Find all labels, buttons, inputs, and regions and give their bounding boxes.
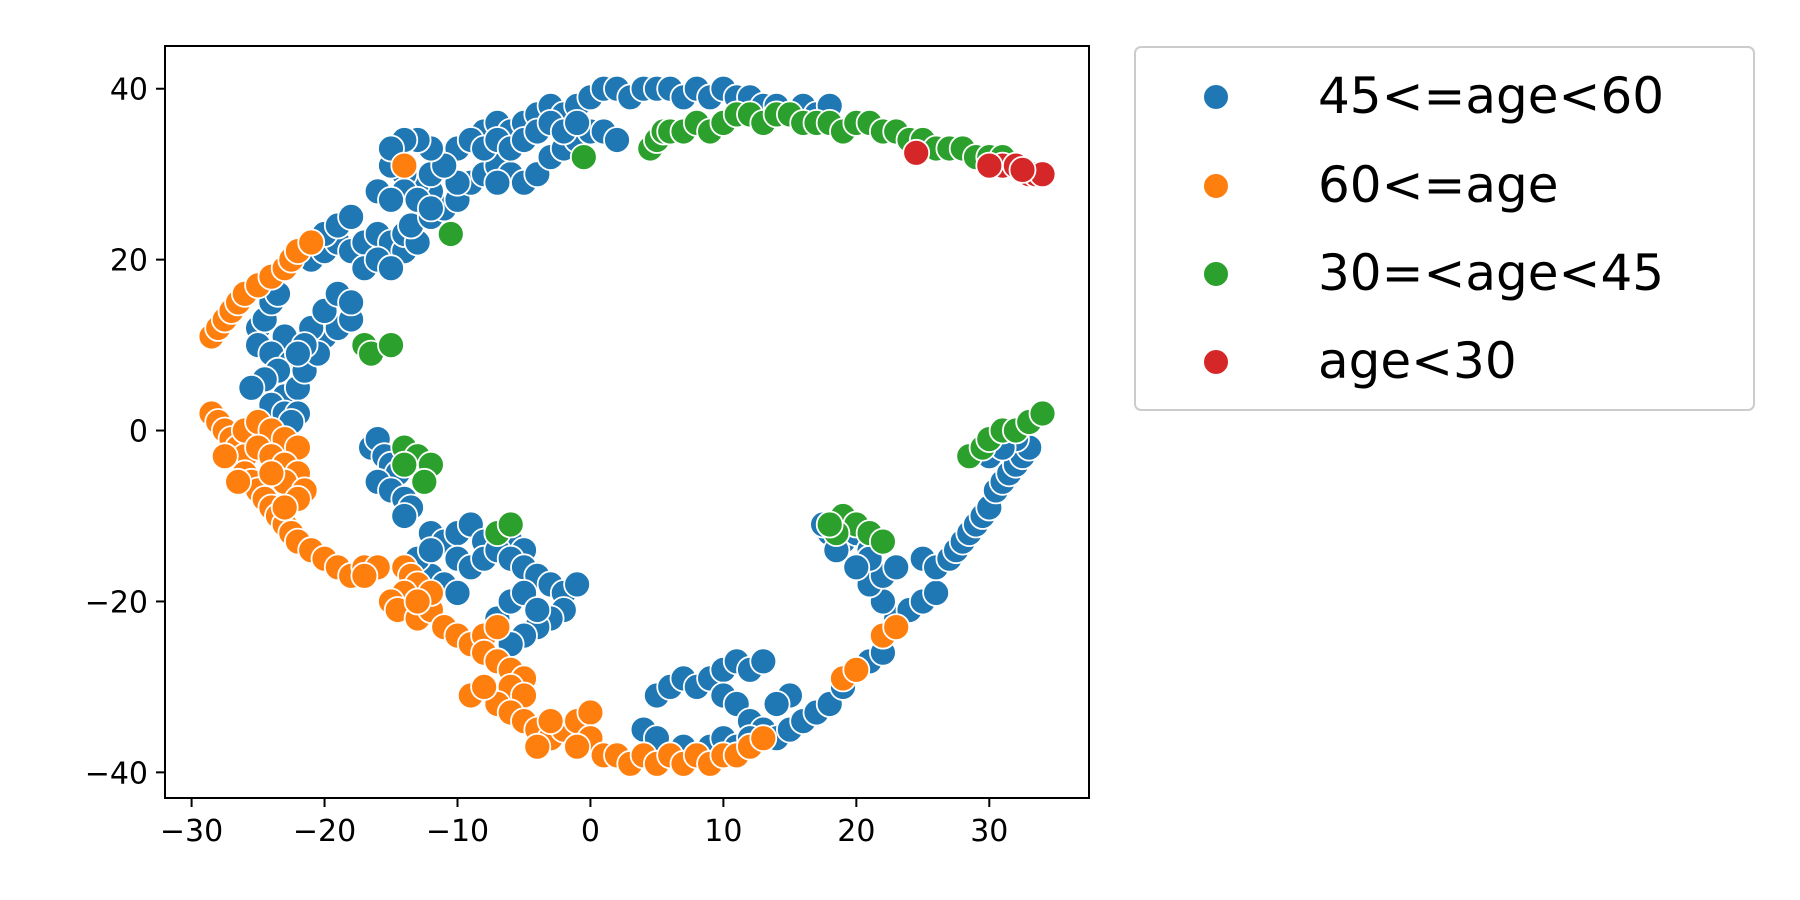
legend-marker-under-30 bbox=[1202, 348, 1230, 376]
y-tick-label: 0 bbox=[129, 415, 148, 450]
data-point bbox=[842, 553, 871, 582]
data-point bbox=[882, 553, 911, 582]
data-point bbox=[869, 527, 897, 556]
data-point bbox=[257, 459, 286, 488]
x-tick-label: 30 bbox=[970, 814, 1008, 849]
data-point bbox=[523, 596, 552, 624]
data-point bbox=[470, 673, 499, 701]
data-point bbox=[390, 151, 419, 180]
data-point bbox=[496, 510, 525, 539]
data-point bbox=[842, 655, 871, 684]
data-point bbox=[762, 690, 791, 718]
x-tick-label: 0 bbox=[581, 814, 600, 849]
data-point bbox=[390, 502, 419, 530]
x-tick-label: −10 bbox=[426, 814, 489, 849]
data-point bbox=[210, 442, 239, 471]
data-point bbox=[563, 570, 591, 599]
y-tick-label: −40 bbox=[85, 756, 148, 791]
y-tick-label: 40 bbox=[110, 73, 148, 108]
data-point bbox=[749, 647, 778, 676]
data-point bbox=[436, 220, 465, 248]
legend-marker-60-plus bbox=[1202, 172, 1230, 200]
x-axis: −30 −20 −10 0 10 20 30 bbox=[160, 798, 1008, 849]
data-point bbox=[443, 579, 472, 607]
x-tick-label: 10 bbox=[704, 814, 742, 849]
data-point bbox=[563, 732, 591, 761]
data-point bbox=[882, 613, 911, 641]
points-layer bbox=[197, 74, 1057, 778]
data-point bbox=[902, 138, 931, 167]
legend: 45<=age<60 60<=age 30=<age<45 age<30 bbox=[1134, 46, 1755, 411]
y-tick-label: 20 bbox=[110, 244, 148, 279]
series-3 bbox=[902, 138, 1057, 189]
data-point bbox=[350, 561, 379, 590]
legend-label-45-60: 45<=age<60 bbox=[1318, 67, 1664, 125]
data-point bbox=[1008, 155, 1037, 184]
plot-area: −30 −20 −10 0 10 20 30 −40 −20 0 20 40 bbox=[85, 45, 1090, 849]
y-tick-label: −20 bbox=[85, 585, 148, 620]
data-point bbox=[416, 194, 445, 223]
data-point bbox=[749, 724, 778, 753]
data-point bbox=[337, 202, 366, 231]
x-tick-label: 20 bbox=[837, 814, 875, 849]
data-point bbox=[283, 339, 312, 368]
data-point bbox=[483, 613, 512, 641]
data-point bbox=[603, 126, 631, 154]
data-point bbox=[224, 467, 253, 496]
data-point bbox=[270, 493, 299, 522]
data-point bbox=[483, 168, 512, 197]
x-tick-label: −30 bbox=[160, 814, 223, 849]
legend-frame bbox=[1134, 46, 1755, 411]
data-point bbox=[922, 579, 950, 607]
data-point bbox=[523, 732, 552, 761]
data-point bbox=[377, 254, 405, 283]
data-point bbox=[410, 467, 439, 496]
data-point bbox=[297, 228, 326, 257]
data-point bbox=[237, 373, 266, 402]
legend-marker-30-45 bbox=[1202, 260, 1230, 288]
legend-marker-45-60 bbox=[1202, 83, 1230, 111]
data-point bbox=[536, 707, 565, 735]
series-0 bbox=[237, 74, 1044, 770]
y-axis: −40 −20 0 20 40 bbox=[85, 73, 165, 791]
data-point bbox=[975, 151, 1004, 180]
data-point bbox=[569, 143, 598, 172]
data-point bbox=[377, 331, 405, 360]
series-2 bbox=[350, 100, 1057, 556]
axes-frame bbox=[164, 45, 1090, 799]
legend-label-60-plus: 60<=age bbox=[1318, 156, 1559, 214]
legend-label-30-45: 30=<age<45 bbox=[1318, 244, 1664, 302]
data-point bbox=[337, 288, 366, 317]
data-point bbox=[377, 185, 405, 214]
x-tick-label: −20 bbox=[293, 814, 356, 849]
data-point bbox=[576, 698, 605, 727]
legend-label-under-30: age<30 bbox=[1318, 332, 1517, 390]
data-point bbox=[403, 587, 432, 616]
data-point bbox=[563, 109, 591, 137]
series-1 bbox=[197, 151, 911, 778]
data-point bbox=[1028, 399, 1057, 428]
data-point bbox=[815, 510, 844, 539]
data-point bbox=[416, 536, 445, 565]
